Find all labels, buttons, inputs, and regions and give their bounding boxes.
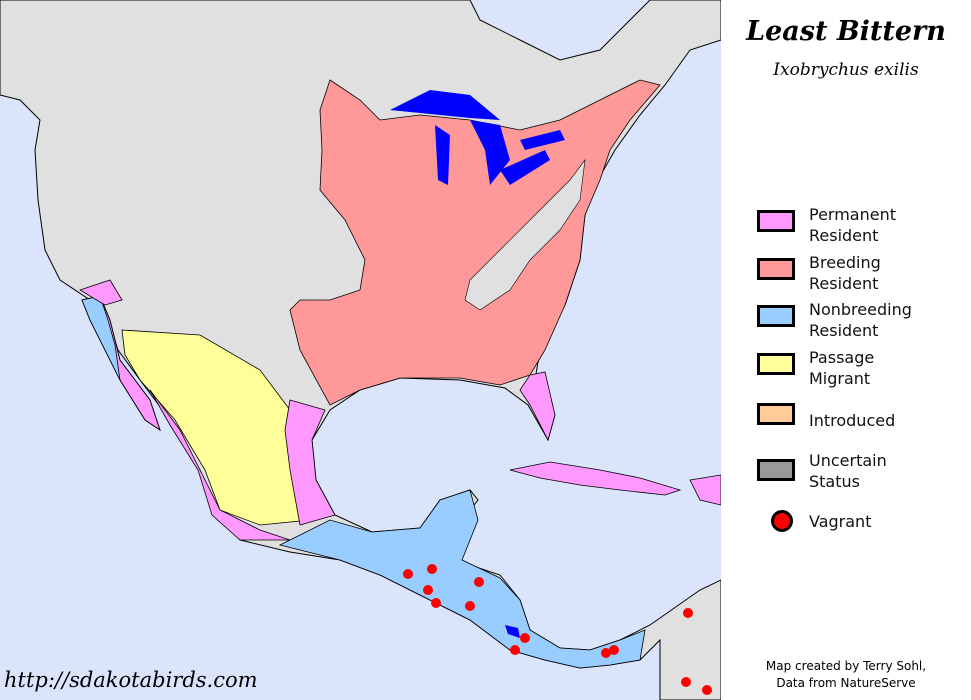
legend-swatch: [757, 353, 795, 375]
legend-label: Introduced: [809, 411, 896, 430]
hispaniola: [689, 474, 721, 506]
vagrant-dot: [427, 564, 437, 574]
legend-panel: Least Bittern Ixobrychus exilis Permanen…: [721, 0, 971, 700]
legend-introduced: Introduced: [757, 400, 967, 444]
legend-swatch: [757, 258, 795, 280]
legend-label: Passage Migrant: [809, 348, 875, 388]
cuba: [509, 461, 682, 496]
vagrant-dot: [474, 577, 484, 587]
legend-uncertain-status: Uncertain Status: [757, 451, 967, 495]
legend-label: Nonbreeding Resident: [809, 300, 912, 340]
passage-mexico: [121, 329, 311, 526]
vagrant-records: [403, 564, 712, 695]
vagrant-dot: [423, 585, 433, 595]
website-url[interactable]: http://sdakotabirds.com: [4, 668, 258, 692]
great-lakes: [390, 90, 565, 185]
breeding-range-east: [289, 79, 661, 406]
legend-label: Permanent Resident: [809, 205, 897, 245]
legend-vagrant-dot: [771, 510, 793, 532]
uncertain-appalachia: [464, 158, 586, 311]
vagrant-dot: [601, 648, 611, 658]
legend-label: Uncertain Status: [809, 451, 887, 491]
vagrant-dot: [683, 608, 693, 618]
map-title: Least Bittern: [746, 16, 946, 47]
legend-swatch: [757, 459, 795, 481]
vagrant-dot: [520, 633, 530, 643]
legend-label: Breeding Resident: [809, 253, 881, 293]
vagrant-dot: [465, 601, 475, 611]
lake-nicaragua: [505, 625, 520, 638]
vagrant-dot: [431, 598, 441, 608]
scientific-name: Ixobrychus exilis: [773, 60, 919, 80]
legend-nonbreeding-resident: Nonbreeding Resident: [757, 300, 967, 346]
permanent-mexico-gulf: [284, 399, 336, 526]
vagrant-dot: [681, 677, 691, 687]
legend-breeding-resident: Breeding Resident: [757, 253, 967, 299]
nonbreeding-central-america: [278, 489, 646, 669]
permanent-florida: [519, 371, 556, 442]
vagrant-dot: [702, 685, 712, 695]
vagrant-dot: [609, 645, 619, 655]
legend-passage-migrant: Passage Migrant: [757, 348, 967, 394]
legend-label: Vagrant: [809, 512, 872, 531]
range-map: [0, 0, 721, 700]
legend-swatch: [757, 305, 795, 327]
legend-vagrant: Vagrant: [757, 510, 967, 554]
map-credit: Map created by Terry Sohl, Data from Natu…: [765, 659, 927, 690]
vagrant-dot: [403, 569, 413, 579]
legend-swatch: [757, 210, 795, 232]
legend-permanent-resident: Permanent Resident: [757, 205, 967, 251]
permanent-west-coast: [79, 279, 123, 306]
legend-swatch: [757, 403, 795, 425]
vagrant-dot: [510, 645, 520, 655]
